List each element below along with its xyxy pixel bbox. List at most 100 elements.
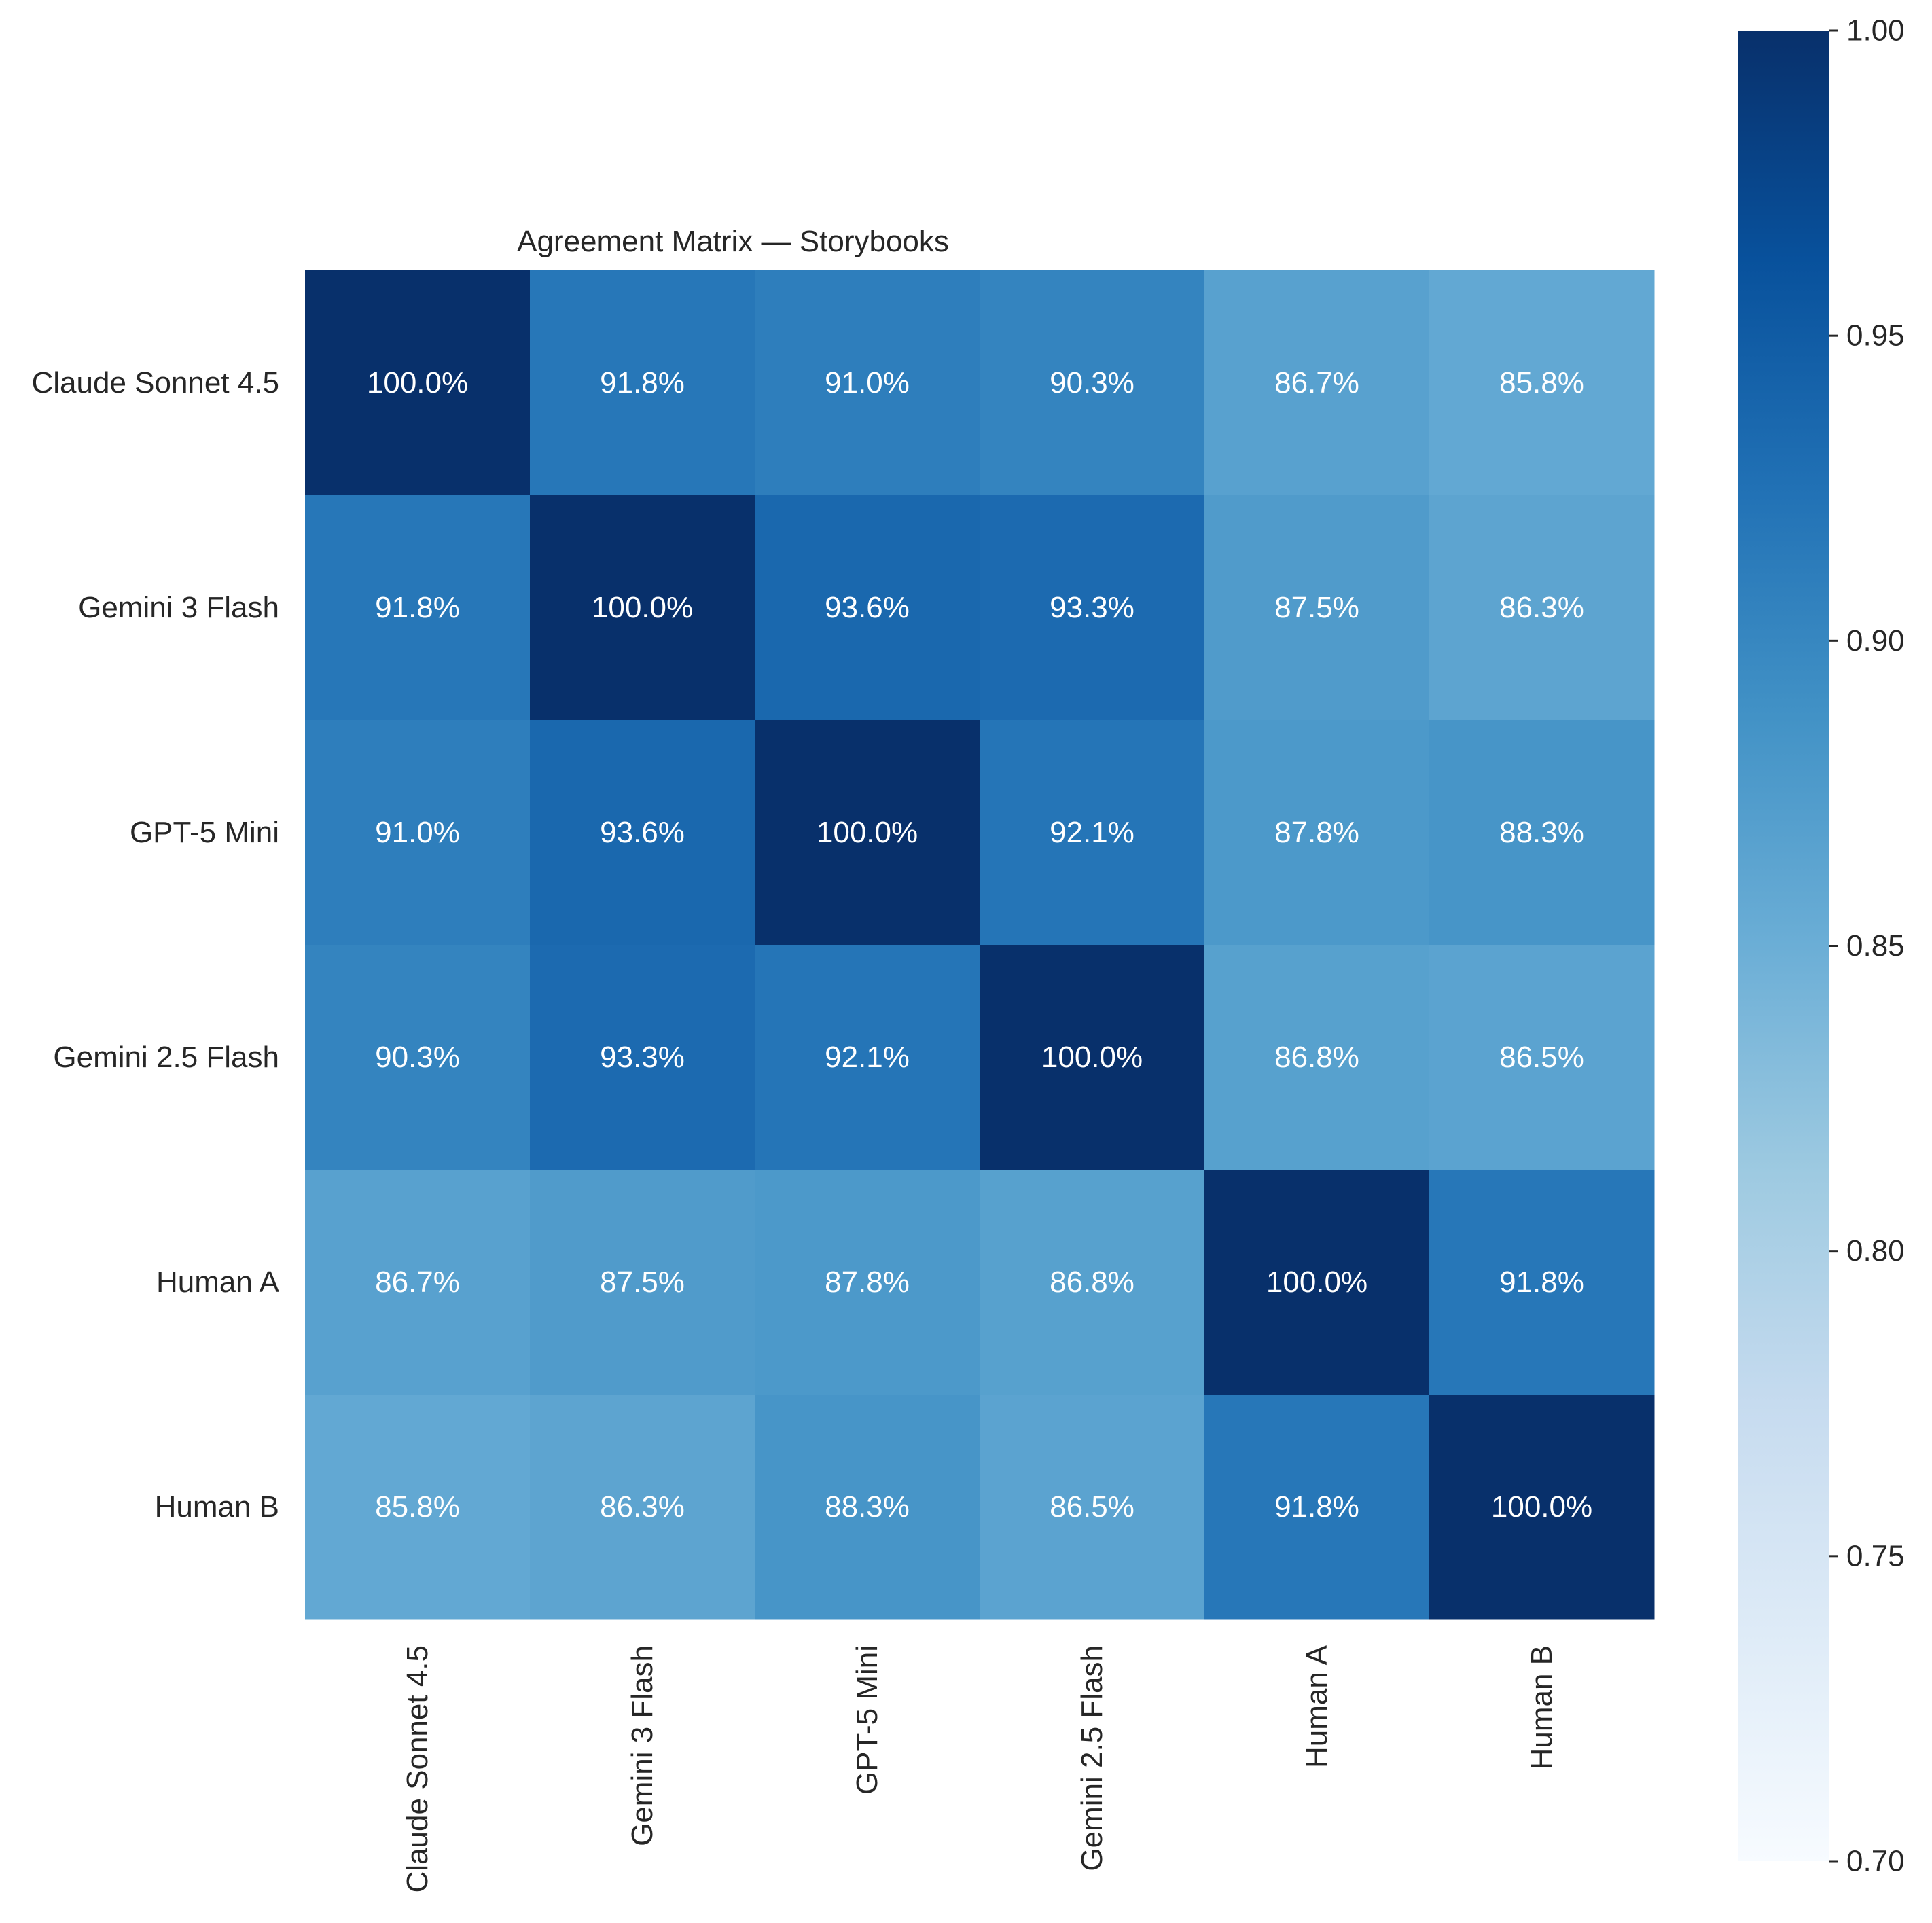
heatmap-cell-label: 92.1% (1050, 816, 1134, 849)
heatmap-cell (1429, 1170, 1655, 1395)
heatmap-cell-label: 91.8% (375, 591, 460, 624)
heatmap-cell-label: 86.8% (1050, 1265, 1134, 1299)
heatmap-cell (1204, 1170, 1430, 1395)
row-tick-label: Claude Sonnet 4.5 (31, 366, 279, 399)
heatmap-cell-label: 86.8% (1274, 1041, 1359, 1074)
heatmap-cell (305, 945, 531, 1170)
heatmap-cell (305, 1170, 531, 1395)
colorbar-tick-label: 0.90 (1846, 624, 1905, 658)
row-tick-label: Human B (155, 1490, 279, 1524)
heatmap-cell-label: 100.0% (592, 591, 693, 624)
heatmap-cell (305, 495, 531, 721)
heatmap-cell-label: 88.3% (1499, 816, 1584, 849)
heatmap-cell-label: 100.0% (1041, 1041, 1143, 1074)
heatmap-cell (755, 1395, 980, 1620)
row-tick-label: Human A (156, 1265, 280, 1299)
heatmap-cell (1429, 270, 1655, 496)
heatmap-cell (980, 270, 1205, 496)
heatmap-cell-label: 86.7% (1274, 366, 1359, 399)
heatmap-cell-label: 100.0% (1491, 1490, 1592, 1524)
colorbar-tick-label: 0.70 (1846, 1845, 1905, 1878)
colorbar-ticks: 0.70 0.75 0.80 0.85 0.90 0.95 1.00 (1829, 14, 1905, 1878)
colorbar-tick-label: 0.75 (1846, 1539, 1905, 1572)
heatmap-cell-label: 93.6% (825, 591, 910, 624)
heatmap-cells (305, 270, 1655, 1620)
heatmap-cell (755, 720, 980, 946)
heatmap-cell (530, 720, 755, 946)
heatmap-cell-label: 86.3% (1499, 591, 1584, 624)
heatmap-cell (1429, 720, 1655, 946)
heatmap-cell-label: 87.5% (1274, 591, 1359, 624)
heatmap-cell-label: 87.8% (825, 1265, 910, 1299)
column-tick-label: Human A (1300, 1645, 1334, 1768)
heatmap-cell (980, 495, 1205, 721)
heatmap-cell (530, 270, 755, 496)
heatmap-cell-label: 93.3% (1050, 591, 1134, 624)
heatmap-cell (755, 945, 980, 1170)
heatmap-cell (1429, 495, 1655, 721)
heatmap-cell (755, 270, 980, 496)
heatmap-cell-labels: 100.0% 91.8% 91.0% 90.3% 86.7% 85.8% 91.8% 100.… (367, 366, 1592, 1524)
colorbar-tick-label: 1.00 (1846, 14, 1905, 48)
heatmap-cell (1204, 270, 1430, 496)
column-tick-label: Gemini 3 Flash (626, 1645, 659, 1846)
column-tick-label: Claude Sonnet 4.5 (401, 1645, 434, 1893)
heatmap-cell-label: 87.5% (600, 1265, 685, 1299)
row-tick-label: Gemini 2.5 Flash (53, 1041, 279, 1074)
heatmap-cell-label: 93.6% (600, 816, 685, 849)
heatmap-cell (980, 1395, 1205, 1620)
heatmap-cell-label: 91.8% (1274, 1490, 1359, 1524)
heatmap-cell (1204, 1395, 1430, 1620)
heatmap-cell-label: 86.5% (1499, 1041, 1584, 1074)
heatmap-cell-label: 85.8% (375, 1490, 460, 1524)
heatmap-cell (530, 1170, 755, 1395)
heatmap-cell-label: 91.0% (825, 366, 910, 399)
colorbar-tick-label: 0.80 (1846, 1234, 1905, 1268)
heatmap-cell-label: 100.0% (1266, 1265, 1367, 1299)
heatmap-cell (530, 945, 755, 1170)
heatmap-cell (305, 720, 531, 946)
heatmap-cell (755, 495, 980, 721)
heatmap-cell-label: 86.7% (375, 1265, 460, 1299)
heatmap-cell (530, 1395, 755, 1620)
heatmap-cell (1429, 945, 1655, 1170)
column-tick-label: Gemini 2.5 Flash (1075, 1645, 1109, 1871)
column-tick-label: GPT-5 Mini (851, 1645, 884, 1795)
heatmap-cell-label: 100.0% (817, 816, 918, 849)
heatmap-cell (980, 720, 1205, 946)
row-tick-label: GPT-5 Mini (130, 816, 279, 849)
heatmap-cell (755, 1170, 980, 1395)
heatmap-cell-label: 91.8% (600, 366, 685, 399)
heatmap-cell-label: 86.3% (600, 1490, 685, 1524)
heatmap-cell (1429, 1395, 1655, 1620)
heatmap-cell-label: 86.5% (1050, 1490, 1134, 1524)
row-tick-labels: Claude Sonnet 4.5 Gemini 3 Flash GPT-5 Min… (31, 366, 279, 1524)
colorbar-tick-label: 0.85 (1846, 929, 1905, 963)
heatmap-cell-label: 91.0% (375, 816, 460, 849)
colorbar-tick-label: 0.95 (1846, 319, 1905, 353)
heatmap-cell (980, 1170, 1205, 1395)
heatmap-cell-label: 90.3% (375, 1041, 460, 1074)
heatmap-cell-label: 87.8% (1274, 816, 1359, 849)
heatmap-cell (305, 1395, 531, 1620)
colorbar (1738, 31, 1829, 1861)
heatmap-cell (1204, 945, 1430, 1170)
heatmap-cell-label: 92.1% (825, 1041, 910, 1074)
column-tick-label: Human B (1525, 1645, 1558, 1769)
heatmap-cell (305, 270, 531, 496)
heatmap-cell (1204, 720, 1430, 946)
heatmap-cell-label: 90.3% (1050, 366, 1134, 399)
heatmap-cell-label: 93.3% (600, 1041, 685, 1074)
heatmap-cell-label: 100.0% (367, 366, 468, 399)
heatmap-cell (980, 945, 1205, 1170)
heatmap-cell-label: 85.8% (1499, 366, 1584, 399)
chart-title: Agreement Matrix — Storybooks (517, 225, 949, 258)
row-tick-label: Gemini 3 Flash (78, 591, 279, 624)
heatmap-cell (530, 495, 755, 721)
heatmap-cell-label: 88.3% (825, 1490, 910, 1524)
heatmap-cell-label: 91.8% (1499, 1265, 1584, 1299)
heatmap-cell (1204, 495, 1430, 721)
column-tick-labels: Claude Sonnet 4.5 Gemini 3 Flash GPT-5 Min… (401, 1645, 1558, 1892)
